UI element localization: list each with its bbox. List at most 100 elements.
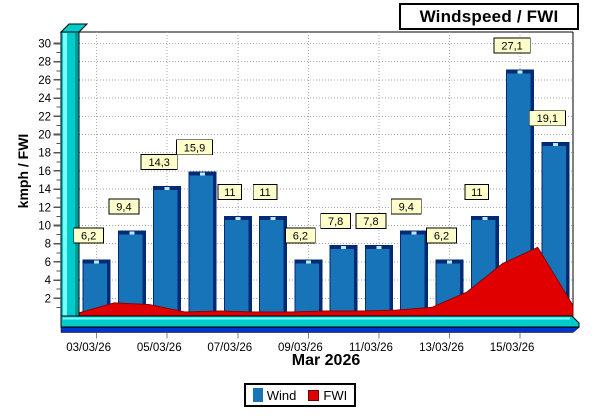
bar-value-label-box bbox=[140, 153, 178, 170]
bar-value-label-box bbox=[426, 227, 457, 244]
bar-value-label: 11 bbox=[471, 187, 482, 199]
y-tick-label: 16 bbox=[38, 166, 51, 178]
y-axis-title: kmph / FWI bbox=[15, 133, 31, 209]
x-tick-label: 11/03/26 bbox=[349, 342, 393, 354]
x-tick-label: 05/03/26 bbox=[137, 342, 182, 354]
wind-bar-right-edge bbox=[142, 230, 146, 317]
wind-bar-notch bbox=[235, 216, 241, 220]
y-tick-label: 22 bbox=[38, 111, 51, 123]
wind-bar-notch bbox=[270, 216, 276, 220]
axis-wall-bevel bbox=[59, 23, 89, 33]
bar-value-label: 7,8 bbox=[363, 216, 378, 228]
bar-value-label: 14,3 bbox=[149, 157, 170, 169]
wind-bar-notch bbox=[341, 246, 347, 250]
wind-bar-right-edge bbox=[213, 171, 216, 317]
y-tick-label: 24 bbox=[38, 93, 51, 105]
legend-item-fwi: FWI bbox=[308, 388, 347, 403]
bar-value-label: 19,1 bbox=[537, 113, 558, 125]
wind-bar-right-edge bbox=[530, 69, 534, 317]
chart-title: Windspeed / FWI bbox=[399, 3, 579, 30]
wind-bar bbox=[188, 171, 217, 317]
bar-value-label-box bbox=[175, 139, 213, 156]
axis-wall-shade bbox=[75, 33, 78, 326]
fwi-swatch-icon bbox=[308, 389, 320, 401]
y-tick-label: 2 bbox=[45, 293, 51, 305]
bar-value-label-box bbox=[108, 198, 140, 215]
bar-value-label: 11 bbox=[224, 187, 235, 199]
wind-bar-notch bbox=[200, 172, 205, 176]
bar-value-label-box bbox=[252, 183, 278, 200]
bar-value-label: 27,1 bbox=[501, 40, 522, 52]
y-tick-label: 12 bbox=[38, 202, 51, 214]
bar-value-label: 11 bbox=[259, 187, 270, 199]
x-tick-label: 13/03/26 bbox=[419, 342, 464, 354]
y-tick-label: 18 bbox=[38, 148, 51, 160]
wind-bar-right-edge bbox=[248, 216, 252, 317]
wind-bar-right-edge bbox=[354, 245, 358, 317]
axis-wall-highlight bbox=[63, 33, 67, 326]
bar-value-label: 6,2 bbox=[293, 231, 308, 243]
wind-bar-notch bbox=[129, 231, 135, 235]
y-tick-label: 8 bbox=[45, 239, 51, 251]
bar-value-label-box bbox=[464, 183, 489, 200]
bar-value-label-box bbox=[390, 198, 422, 215]
axis-floor-highlight bbox=[63, 317, 570, 320]
bar-value-label: 15,9 bbox=[184, 142, 205, 154]
y-tick-label: 30 bbox=[38, 39, 51, 51]
wind-bar-right-edge bbox=[107, 260, 111, 317]
y-tick-label: 10 bbox=[38, 221, 51, 233]
wind-bar-right-edge bbox=[460, 260, 463, 317]
legend-label-wind: Wind bbox=[266, 387, 297, 403]
x-tick-label: 09/03/26 bbox=[278, 342, 323, 354]
y-tick-label: 4 bbox=[45, 275, 52, 287]
wind-bar-notch bbox=[447, 260, 452, 264]
legend-item-wind: Wind bbox=[252, 387, 297, 403]
wind-swatch-icon bbox=[252, 388, 263, 402]
wind-bar-notch bbox=[164, 186, 170, 190]
x-tick-label: 03/03/26 bbox=[66, 342, 111, 354]
wind-bar-right-edge bbox=[177, 186, 181, 317]
wind-bar-notch bbox=[482, 216, 488, 220]
bar-value-label: 7,8 bbox=[328, 216, 343, 228]
bar-value-label: 9,4 bbox=[399, 201, 414, 213]
bar-value-label-box bbox=[285, 227, 316, 244]
wind-bar-notch bbox=[94, 260, 100, 264]
bar-value-label: 6,2 bbox=[81, 231, 96, 243]
bar-value-label: 9,4 bbox=[116, 201, 131, 213]
wind-bar bbox=[294, 259, 323, 317]
wind-bar bbox=[153, 185, 182, 317]
wind-bar-right-edge bbox=[565, 142, 569, 317]
wind-bar-right-edge bbox=[318, 260, 322, 317]
wind-bar-notch bbox=[376, 246, 382, 250]
wind-bar bbox=[259, 215, 288, 317]
wind-bar bbox=[329, 245, 358, 318]
bar-value-label-box bbox=[320, 213, 351, 229]
bar-value-label-box bbox=[355, 213, 387, 229]
y-tick-label: 20 bbox=[38, 130, 51, 142]
x-tick-label: 07/03/26 bbox=[207, 342, 252, 354]
wind-bar bbox=[400, 230, 429, 318]
wind-bar-notch bbox=[411, 231, 417, 235]
wind-bar-right-edge bbox=[389, 245, 393, 317]
fwi-area bbox=[78, 246, 574, 317]
wind-bar-right-edge bbox=[283, 216, 287, 317]
legend: Wind FWI bbox=[244, 383, 356, 407]
bar-value-label-box bbox=[73, 227, 104, 244]
wind-bar-notch bbox=[305, 260, 311, 264]
axis-floor-under bbox=[60, 327, 580, 333]
wind-bar-right-edge bbox=[424, 230, 428, 317]
bar-value-label: 6,2 bbox=[434, 231, 449, 243]
wind-bar-right-edge bbox=[495, 216, 499, 317]
bar-value-label-box bbox=[493, 37, 531, 54]
bar-value-label-box bbox=[528, 110, 566, 127]
wind-bar-notch bbox=[517, 70, 523, 74]
wind-bar bbox=[364, 245, 393, 318]
wind-bar-notch bbox=[552, 143, 558, 147]
bar-value-label-box bbox=[217, 183, 242, 200]
wind-bar bbox=[223, 215, 252, 317]
y-tick-label: 26 bbox=[38, 75, 51, 87]
y-tick-label: 28 bbox=[38, 57, 51, 69]
x-axis-title: Mar 2026 bbox=[291, 352, 361, 369]
